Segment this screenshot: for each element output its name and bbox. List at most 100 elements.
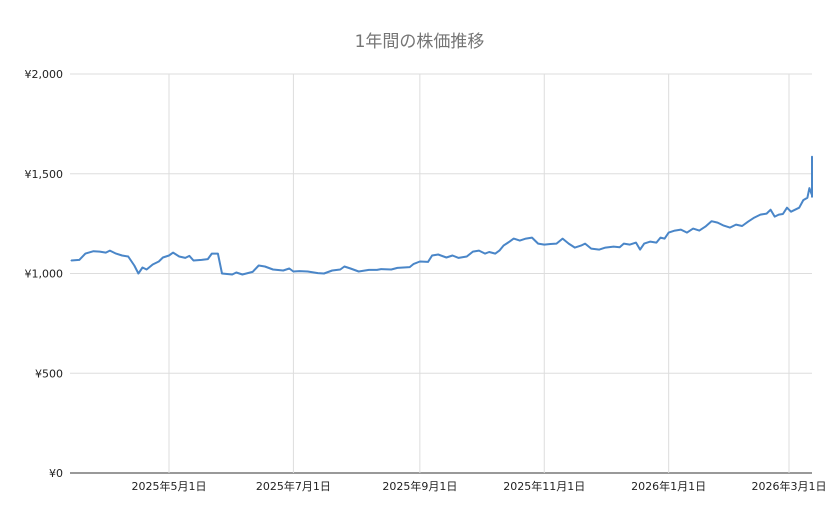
data-point (811, 184, 813, 186)
y-tick-label: ¥500 (35, 367, 63, 380)
data-point (84, 253, 86, 255)
y-tick-label: ¥0 (49, 467, 63, 480)
data-point (623, 243, 625, 245)
data-point (584, 243, 586, 245)
data-point (445, 256, 447, 259)
data-point (692, 228, 694, 230)
data-point (241, 273, 243, 276)
data-point (774, 216, 776, 218)
x-tick-label: 2026年1月1日 (631, 479, 706, 493)
data-point (798, 207, 800, 209)
data-point (806, 197, 809, 199)
data-point (349, 267, 352, 270)
data-point (323, 272, 325, 275)
data-point (221, 272, 223, 275)
data-point (288, 267, 290, 270)
data-point (811, 169, 813, 171)
data-point (811, 185, 813, 187)
data-point (207, 258, 209, 260)
data-point (339, 268, 341, 271)
data-point (390, 268, 392, 271)
data-point (741, 225, 743, 227)
data-point (252, 271, 254, 273)
data-point (811, 165, 813, 167)
data-point (808, 187, 811, 189)
data-point (766, 213, 768, 215)
data-point (70, 259, 72, 262)
data-point (451, 254, 454, 257)
data-point (568, 243, 570, 245)
data-point (686, 232, 688, 234)
data-point (478, 250, 480, 252)
data-point (184, 257, 186, 259)
data-point (292, 270, 294, 273)
data-point (531, 237, 533, 239)
data-point (178, 255, 180, 258)
data-point (782, 213, 784, 215)
data-point (549, 243, 552, 245)
data-point (604, 247, 607, 249)
data-point (698, 230, 700, 232)
data-point (543, 244, 545, 246)
data-point (264, 265, 266, 268)
data-point (188, 255, 190, 257)
data-point (211, 253, 213, 255)
data-point (590, 248, 592, 250)
data-point (562, 238, 564, 240)
data-point (272, 268, 274, 271)
data-point (778, 214, 780, 216)
data-point (137, 272, 139, 275)
data-point (723, 225, 725, 227)
data-point (488, 251, 490, 253)
data-point (307, 270, 309, 273)
data-point (811, 167, 813, 169)
data-point (635, 242, 637, 244)
data-point (472, 251, 474, 253)
data-point (537, 243, 539, 245)
data-point (282, 269, 284, 272)
data-point (811, 168, 813, 170)
x-tick-label: 2025年7月1日 (256, 479, 331, 493)
data-point (794, 209, 796, 211)
data-point (753, 217, 755, 219)
data-point (141, 266, 144, 269)
data-point (598, 249, 600, 251)
data-point (580, 245, 582, 247)
data-point (659, 237, 662, 239)
data-point (217, 253, 219, 255)
data-point (770, 209, 772, 211)
data-point (192, 259, 195, 262)
data-point (704, 226, 707, 228)
data-point (413, 263, 415, 265)
data-point (729, 227, 731, 229)
data-point (158, 260, 160, 263)
data-point (409, 266, 411, 268)
data-point (655, 242, 658, 244)
data-point (525, 238, 527, 240)
data-point (431, 254, 433, 257)
data-point (494, 253, 496, 255)
x-tick-label: 2025年11月1日 (503, 479, 585, 493)
data-point (674, 230, 676, 232)
data-point (811, 171, 813, 173)
axis-layer: ¥0 ¥500 ¥1,000 ¥1,500 ¥2,000 2025年5月1日 2025年7月… (25, 68, 827, 493)
data-point (115, 253, 117, 255)
data-point (710, 220, 713, 222)
data-point (121, 254, 123, 257)
data-point (574, 247, 576, 249)
data-point (162, 256, 164, 259)
data-point (811, 156, 813, 158)
y-tick-label: ¥1,000 (25, 268, 64, 281)
data-point (133, 264, 135, 267)
data-point (99, 251, 101, 253)
x-tick-label: 2025年5月1日 (132, 479, 207, 493)
data-point (368, 269, 370, 271)
data-point (172, 252, 174, 254)
y-tick-label: ¥2,000 (25, 68, 64, 81)
data-point (668, 232, 670, 234)
data-point (376, 269, 378, 271)
data-point (509, 241, 511, 243)
data-point (235, 271, 237, 274)
data-point (811, 174, 813, 176)
